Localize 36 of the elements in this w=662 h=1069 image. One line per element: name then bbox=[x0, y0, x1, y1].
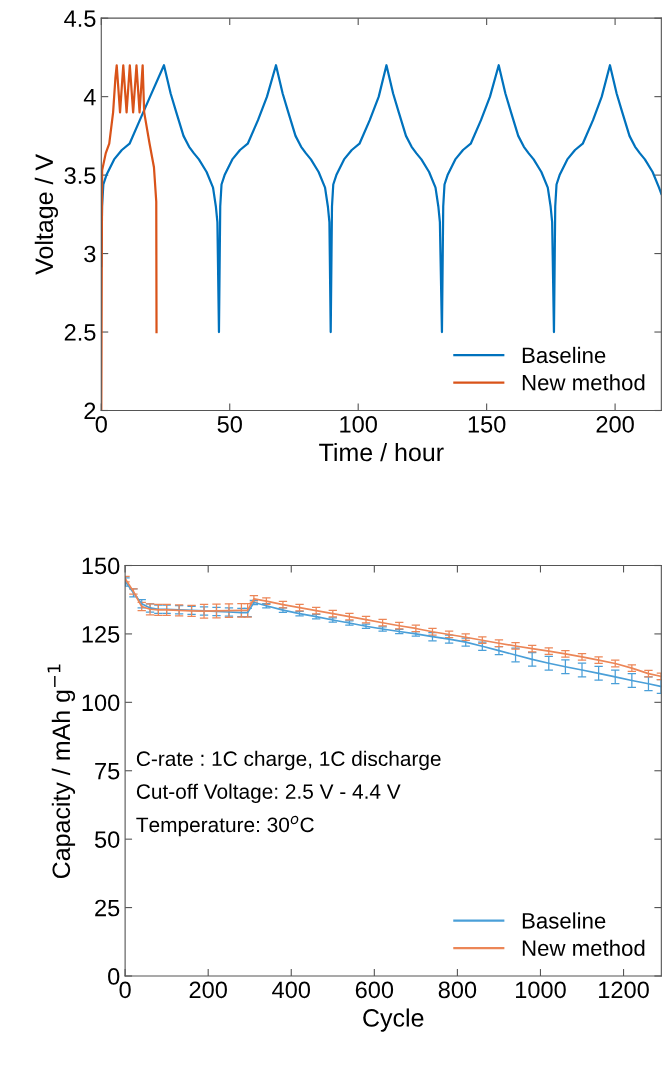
y-tick-label: 50 bbox=[94, 831, 120, 848]
x-tick-label: 400 bbox=[272, 981, 311, 999]
x-tick-label: 200 bbox=[596, 415, 634, 433]
legend-label: New method bbox=[522, 374, 645, 391]
y-tick-label: 150 bbox=[82, 557, 120, 575]
annotation: Temperature: 30$^{o}$C bbox=[136, 815, 314, 837]
y-tick-label: 0 bbox=[108, 968, 120, 985]
y-tick-label: 4 bbox=[83, 88, 96, 106]
y-tick-label: 4.5 bbox=[64, 10, 96, 27]
y-tick-label: 75 bbox=[95, 763, 120, 780]
y-axis-title: Capacity / mAh g$^{−1}$ bbox=[47, 664, 76, 879]
x-tick-label: 200 bbox=[189, 981, 227, 999]
x-tick-label: 1200 bbox=[599, 981, 649, 999]
y-tick-label: 2.5 bbox=[64, 324, 96, 341]
x-tick-label: 50 bbox=[217, 415, 242, 433]
legend-label: Baseline bbox=[522, 912, 606, 929]
x-tick-label: 1000 bbox=[516, 981, 566, 999]
annotation: C-rate : 1C charge, 1C discharge bbox=[136, 750, 441, 771]
y-tick-label: 125 bbox=[82, 625, 120, 643]
y-tick-label: 3.5 bbox=[64, 167, 96, 184]
y-tick-label: 25 bbox=[95, 899, 120, 917]
y-tick-label: 100 bbox=[82, 694, 120, 712]
x-axis-title: Time / hour bbox=[319, 442, 444, 462]
x-tick-label: 100 bbox=[340, 415, 377, 433]
x-tick-label: 800 bbox=[438, 981, 477, 999]
legend-label: New method bbox=[522, 939, 645, 957]
y-axis-title: Voltage / V bbox=[34, 153, 59, 275]
x-tick-label: 0 bbox=[119, 981, 131, 999]
x-tick-label: 150 bbox=[468, 415, 506, 433]
x-axis-title: Cycle bbox=[363, 1008, 424, 1032]
x-tick-label: 600 bbox=[355, 981, 394, 999]
line-series bbox=[101, 64, 662, 334]
legend-label: Baseline bbox=[522, 346, 606, 364]
y-tick-label: 3 bbox=[84, 245, 96, 263]
annotation: Cut-off Voltage: 2.5 V - 4.4 V bbox=[136, 783, 401, 804]
y-tick-label: 2 bbox=[84, 402, 96, 420]
